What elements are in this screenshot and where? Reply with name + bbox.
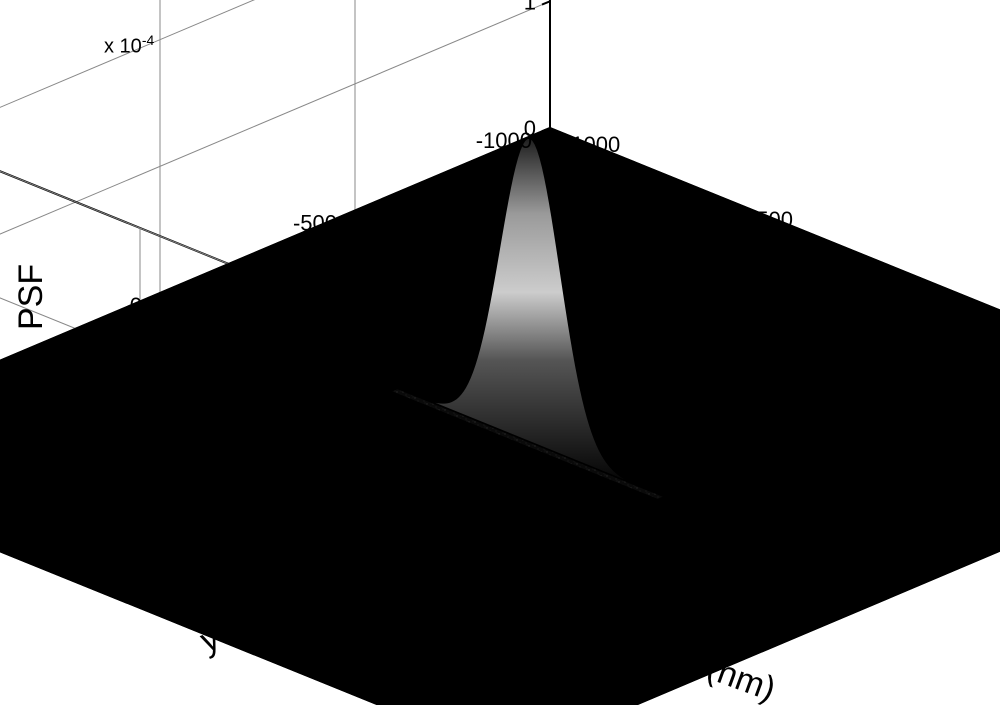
z-exponent-prefix: x 10 — [104, 36, 142, 58]
svg-text:-500: -500 — [749, 207, 793, 232]
svg-text:-500: -500 — [293, 211, 337, 236]
z-axis-label: PSF — [12, 264, 51, 330]
svg-text:1: 1 — [524, 0, 536, 14]
svg-text:0: 0 — [934, 282, 946, 307]
svg-text:0: 0 — [130, 293, 142, 318]
chart-svg: 012310005000-500-1000-1000-50005001000 — [0, 0, 1000, 705]
svg-text:-1000: -1000 — [476, 128, 532, 153]
z-exponent-label: x 10-4 — [104, 32, 154, 59]
z-axis-label-text: PSF — [12, 264, 50, 330]
svg-text:-1000: -1000 — [564, 132, 620, 157]
psf-3d-chart: 012310005000-500-1000-1000-50005001000 x… — [0, 0, 1000, 705]
z-exponent-sup: -4 — [142, 32, 154, 48]
